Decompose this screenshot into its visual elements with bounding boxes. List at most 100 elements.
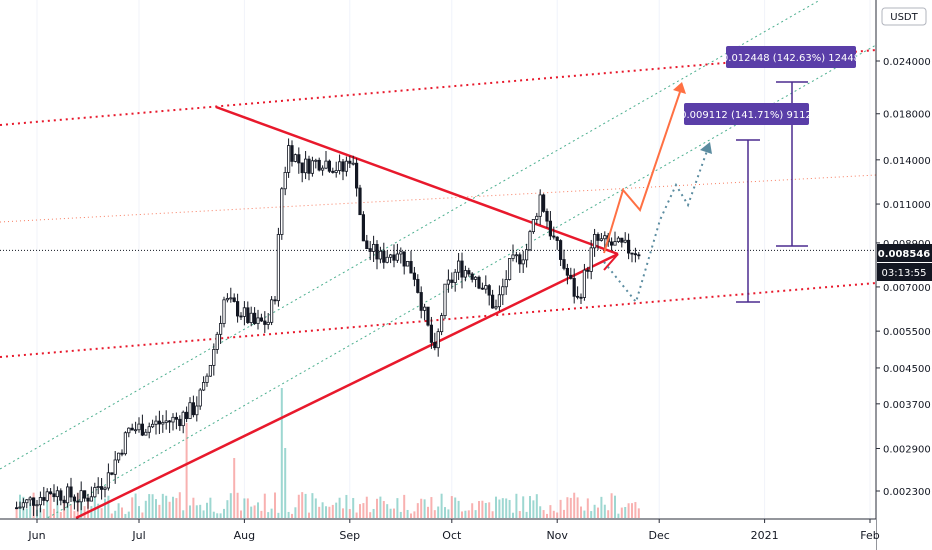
candle-body-70 — [252, 312, 257, 324]
x-tick-label-5: Nov — [546, 529, 568, 542]
candle-body-182 — [633, 253, 638, 256]
candle-body-178 — [620, 237, 624, 243]
candle-body-96 — [341, 161, 345, 172]
candle-body-4 — [28, 497, 32, 501]
candle-body-101 — [358, 187, 362, 216]
volume-bar-167 — [583, 510, 586, 518]
volume-bar-162 — [566, 497, 569, 518]
candle-body-92 — [327, 160, 332, 172]
volume-bar-133 — [467, 510, 470, 518]
projection-down-arrowhead — [700, 142, 712, 154]
candle-body-26 — [103, 487, 107, 490]
candle-body-51 — [188, 402, 192, 420]
candle-body-118 — [416, 278, 420, 293]
volume-bar-176 — [614, 495, 616, 518]
green-channel-lower — [0, 44, 877, 546]
candle-body-91 — [324, 160, 328, 169]
volume-bar-95 — [338, 497, 341, 518]
candle-body-19 — [79, 490, 83, 503]
volume-bar-171 — [597, 507, 599, 518]
volume-bar-29 — [114, 510, 117, 518]
candle-body-43 — [161, 422, 165, 425]
y-tick-label-6: 0.005500 — [883, 327, 931, 338]
x-tick-label-4: Oct — [442, 529, 462, 542]
candle-body-54 — [198, 389, 202, 407]
volume-bar-128 — [450, 496, 453, 518]
candle-body-110 — [388, 254, 393, 258]
volume-bar-87 — [311, 493, 314, 518]
volume-bar-168 — [586, 498, 589, 518]
volume-bar-178 — [620, 507, 623, 518]
candle-body-67 — [242, 307, 246, 317]
volume-bar-65 — [236, 492, 239, 518]
candle-body-135 — [473, 276, 478, 280]
volume-bar-56 — [206, 502, 208, 518]
volume-bar-105 — [372, 508, 375, 518]
projections — [603, 82, 712, 305]
volume-bar-74 — [267, 512, 270, 518]
y-tick-label-2: 0.014000 — [883, 156, 931, 167]
volume-bar-82 — [294, 507, 297, 518]
volume-bar-96 — [342, 508, 344, 518]
candle-body-161 — [562, 259, 566, 269]
candle-body-50 — [184, 411, 189, 420]
volume-bar-170 — [593, 504, 596, 518]
candle-body-57 — [208, 364, 212, 377]
time-axis-bg — [0, 519, 876, 550]
volume-bar-7 — [39, 507, 42, 518]
candle-body-98 — [348, 160, 352, 164]
candle-body-171 — [596, 234, 600, 241]
volume-bar-98 — [348, 509, 351, 518]
volume-bar-110 — [389, 508, 392, 518]
candle-body-90 — [320, 167, 325, 171]
volume-bar-116 — [410, 513, 412, 518]
candle-body-56 — [205, 375, 209, 383]
volume-bar-129 — [454, 497, 457, 518]
volume-bar-42 — [158, 504, 161, 518]
y-tick-label-7: 0.004500 — [883, 364, 931, 375]
measure-label-top: 0.012448 (142.63%) 12448 — [722, 46, 860, 68]
volume-bar-78 — [280, 388, 283, 518]
volume-bar-69 — [250, 506, 253, 518]
candle-body-124 — [436, 331, 440, 349]
candle-body-147 — [514, 254, 519, 257]
volume-bar-89 — [318, 506, 321, 518]
candle-body-149 — [521, 259, 525, 265]
currency-badge[interactable]: USDT — [881, 7, 927, 26]
candle-body-39 — [147, 426, 151, 433]
candle-body-5 — [32, 497, 36, 506]
candle-body-177 — [616, 237, 621, 242]
volume-bar-27 — [107, 495, 110, 518]
volume-bar-52 — [192, 497, 195, 518]
volume-bar-32 — [124, 513, 127, 518]
volume-bar-41 — [155, 499, 157, 518]
volume-bar-86 — [308, 512, 310, 518]
candle-body-159 — [555, 236, 559, 241]
candle-body-164 — [572, 278, 576, 297]
volume-bar-137 — [481, 500, 484, 518]
candle-body-13 — [59, 490, 63, 501]
volume-bar-154 — [539, 506, 542, 518]
candle-body-40 — [150, 423, 155, 428]
projection-up-path — [603, 85, 683, 254]
volume-bar-121 — [427, 506, 429, 518]
candle-body-27 — [106, 472, 110, 489]
candle-body-141 — [494, 306, 498, 309]
volume-bar-181 — [631, 503, 633, 518]
volume-bar-28 — [110, 513, 113, 518]
candle-body-121 — [426, 306, 430, 326]
candle-body-53 — [195, 405, 199, 416]
candle-body-84 — [300, 162, 304, 174]
volume-bar-91 — [325, 506, 327, 518]
volume-bar-158 — [552, 510, 555, 518]
volume-bar-47 — [175, 498, 178, 518]
volume-bar-38 — [144, 500, 147, 518]
candle-body-3 — [25, 499, 29, 504]
candle-body-86 — [307, 158, 311, 174]
volume-bar-139 — [488, 502, 491, 518]
volume-bar-172 — [600, 496, 603, 518]
volume-bar-55 — [202, 510, 205, 518]
candle-body-55 — [201, 382, 206, 391]
candle-body-160 — [559, 240, 563, 260]
